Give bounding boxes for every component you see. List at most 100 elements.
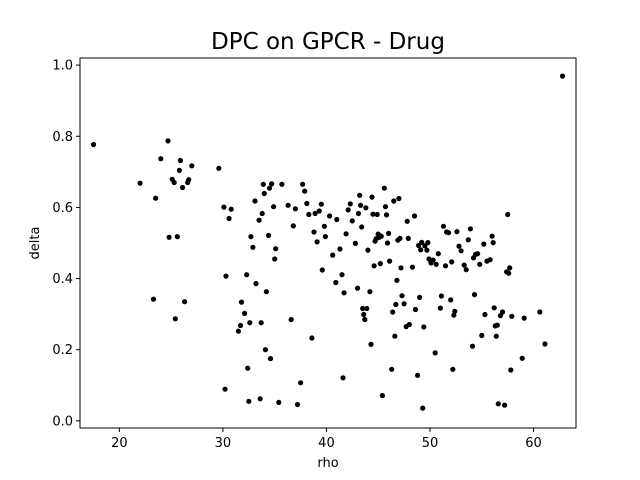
data-point-165 [463, 267, 469, 273]
data-point-52 [279, 181, 285, 187]
data-point-133 [412, 306, 419, 313]
data-point-60 [302, 188, 308, 194]
data-point-21 [223, 273, 229, 279]
data-point-195 [519, 355, 525, 361]
data-point-76 [337, 246, 343, 252]
data-point-54 [288, 316, 294, 323]
data-point-83 [349, 218, 355, 224]
data-point-64 [311, 229, 317, 235]
data-point-148 [433, 261, 439, 267]
data-point-109 [381, 185, 387, 191]
data-point-2 [150, 296, 157, 302]
data-point-157 [449, 259, 455, 265]
data-point-176 [482, 311, 488, 318]
data-point-153 [442, 263, 449, 269]
data-point-112 [384, 240, 391, 246]
data-point-42 [262, 347, 268, 353]
data-point-61 [304, 200, 310, 207]
data-point-10 [174, 234, 180, 240]
data-point-19 [221, 204, 227, 210]
data-point-141 [422, 243, 428, 249]
data-point-191 [506, 270, 512, 276]
data-point-36 [256, 217, 262, 223]
data-point-187 [499, 309, 506, 315]
data-point-179 [489, 233, 495, 239]
data-point-50 [273, 246, 279, 252]
y-tick-label: 0.4 [52, 272, 73, 287]
data-point-132 [411, 213, 418, 219]
data-point-151 [438, 293, 444, 299]
data-point-166 [465, 237, 471, 243]
data-point-159 [451, 312, 457, 318]
data-point-4 [158, 156, 164, 162]
data-point-158 [450, 366, 456, 372]
data-point-93 [363, 205, 369, 211]
data-point-49 [272, 256, 278, 262]
x-tick-label: 30 [215, 436, 232, 451]
data-point-138 [419, 239, 425, 245]
data-point-26 [238, 299, 245, 305]
data-point-20 [222, 386, 228, 392]
data-point-31 [247, 320, 253, 326]
data-point-125 [399, 293, 405, 299]
data-point-143 [425, 240, 431, 246]
x-axis-ticks: 20 30 40 50 60 [111, 428, 542, 451]
data-point-27 [242, 310, 248, 316]
data-point-69 [319, 267, 325, 273]
y-tick-label: 1.0 [52, 59, 73, 74]
data-point-86 [355, 210, 362, 217]
data-point-53 [285, 202, 291, 208]
data-point-111 [383, 212, 390, 218]
data-point-28 [244, 272, 250, 278]
data-point-16 [186, 177, 192, 183]
data-point-117 [391, 198, 397, 204]
data-point-98 [369, 194, 375, 200]
data-point-82 [347, 201, 353, 207]
data-point-100 [371, 263, 377, 269]
x-tick-label: 20 [111, 436, 128, 451]
data-point-199 [559, 73, 566, 79]
data-point-150 [437, 305, 443, 311]
data-point-58 [298, 380, 304, 386]
data-point-120 [394, 277, 400, 283]
data-point-110 [382, 204, 389, 210]
data-point-30 [246, 398, 252, 404]
data-point-168 [469, 343, 476, 349]
data-point-23 [228, 206, 234, 212]
data-point-47 [269, 181, 275, 187]
data-point-67 [316, 208, 322, 214]
data-point-18 [216, 165, 222, 171]
data-point-123 [397, 235, 403, 241]
data-point-108 [379, 393, 385, 399]
data-point-181 [491, 305, 497, 311]
data-point-66 [314, 239, 320, 245]
data-point-183 [493, 333, 499, 339]
data-point-65 [312, 210, 318, 217]
data-point-172 [475, 251, 481, 257]
data-point-72 [327, 213, 333, 219]
data-point-51 [276, 399, 282, 405]
data-point-9 [172, 316, 178, 322]
data-point-63 [309, 335, 315, 341]
data-point-11 [176, 167, 182, 173]
data-point-184 [494, 322, 500, 328]
data-point-129 [405, 235, 411, 241]
data-point-160 [452, 308, 458, 314]
data-point-38 [258, 320, 264, 326]
data-point-190 [505, 211, 511, 218]
data-point-8 [171, 179, 177, 186]
data-point-192 [507, 265, 513, 271]
data-point-136 [417, 294, 423, 300]
data-point-70 [321, 223, 327, 229]
data-point-152 [440, 223, 447, 229]
data-point-188 [502, 402, 508, 408]
data-point-114 [387, 258, 393, 264]
data-point-126 [401, 301, 407, 307]
data-point-146 [430, 257, 436, 263]
data-point-78 [340, 375, 346, 381]
data-point-17 [189, 163, 195, 169]
data-point-180 [490, 240, 496, 246]
data-point-57 [294, 401, 301, 408]
data-point-59 [300, 181, 306, 187]
